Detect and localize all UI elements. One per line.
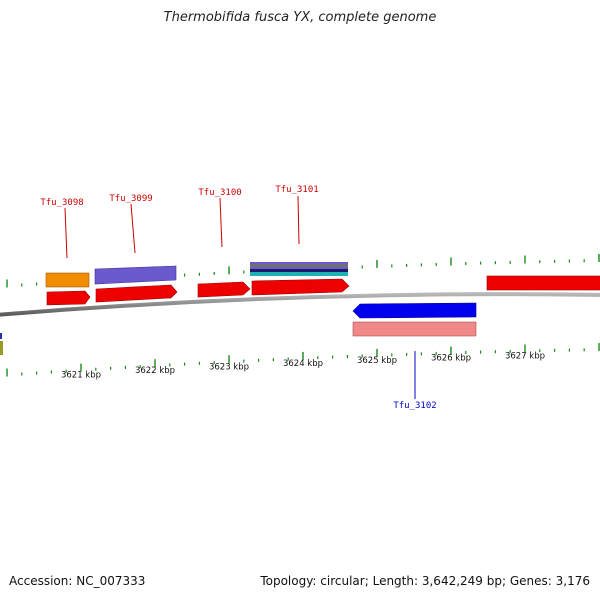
accession-label: Accession: bbox=[9, 574, 73, 588]
map-title: Thermobifida fusca YX, complete genome bbox=[163, 10, 437, 25]
orange-feature[interactable] bbox=[45, 272, 90, 288]
topology-label: Topology: bbox=[260, 574, 317, 588]
cds-right-red[interactable] bbox=[486, 275, 600, 291]
svg-text:Tfu_3098: Tfu_3098 bbox=[40, 198, 83, 208]
gene-label-tfu-3098[interactable]: Tfu_3098 bbox=[40, 198, 84, 259]
stacked-feature-teal[interactable] bbox=[250, 272, 348, 276]
genes-label: Genes: bbox=[509, 574, 552, 588]
gene-label-tfu-3101[interactable]: Tfu_3101 bbox=[275, 185, 319, 245]
cds-arrow-tfu-3099[interactable] bbox=[95, 284, 178, 303]
svg-text:Tfu_3102: Tfu_3102 bbox=[393, 401, 436, 411]
svg-text:Tfu_3101: Tfu_3101 bbox=[275, 185, 318, 195]
scale-label: 3623 kbp bbox=[209, 362, 249, 372]
scale-label: 3622 kbp bbox=[135, 366, 175, 376]
cds-arrow-tfu-3102[interactable] bbox=[352, 302, 477, 319]
left-edge-fragment-olive bbox=[0, 341, 3, 355]
reverse-features bbox=[0, 302, 477, 355]
gene-label-tfu-3102[interactable]: Tfu_3102 bbox=[393, 351, 437, 411]
stacked-feature-navy[interactable] bbox=[250, 269, 348, 272]
accession-value: NC_007333 bbox=[76, 574, 146, 588]
cds-arrow-tfu-3101[interactable] bbox=[251, 278, 350, 296]
length-value: 3,642,249 bp bbox=[421, 574, 502, 588]
length-label: Length: bbox=[372, 574, 419, 588]
gene-label-tfu-3100[interactable]: Tfu_3100 bbox=[198, 188, 242, 248]
scale-label: 3625 kbp bbox=[357, 356, 397, 366]
scale-label: 3627 kbp bbox=[505, 352, 545, 362]
gene-label-tfu-3099[interactable]: Tfu_3099 bbox=[109, 194, 153, 254]
stacked-feature-gray[interactable] bbox=[250, 264, 348, 267]
genes-value: 3,176 bbox=[555, 574, 590, 588]
annotation-tfu-3102[interactable] bbox=[352, 321, 477, 337]
cds-arrow-tfu-3098[interactable] bbox=[46, 290, 91, 306]
genome-backbone bbox=[0, 292, 600, 317]
topology-value: circular bbox=[320, 574, 365, 588]
scale-label: 3626 kbp bbox=[431, 354, 471, 364]
left-edge-fragment-blue bbox=[0, 333, 2, 339]
accession-text: Accession: NC_007333 bbox=[9, 574, 145, 588]
scale-label: 3621 kbp bbox=[61, 371, 101, 381]
cds-arrow-tfu-3100[interactable] bbox=[197, 281, 251, 298]
svg-text:Tfu_3100: Tfu_3100 bbox=[198, 188, 241, 198]
scale-labels: 3621 kbp 3622 kbp 3623 kbp 3624 kbp 3625 kbp… bbox=[61, 352, 545, 381]
forward-features bbox=[45, 262, 600, 306]
purple-feature[interactable] bbox=[94, 265, 177, 285]
genome-stats: Topology: circular; Length: 3,642,249 bp… bbox=[260, 574, 590, 588]
scale-label: 3624 kbp bbox=[283, 359, 323, 369]
lower-tick-row bbox=[6, 343, 600, 377]
svg-text:Tfu_3099: Tfu_3099 bbox=[109, 194, 152, 204]
